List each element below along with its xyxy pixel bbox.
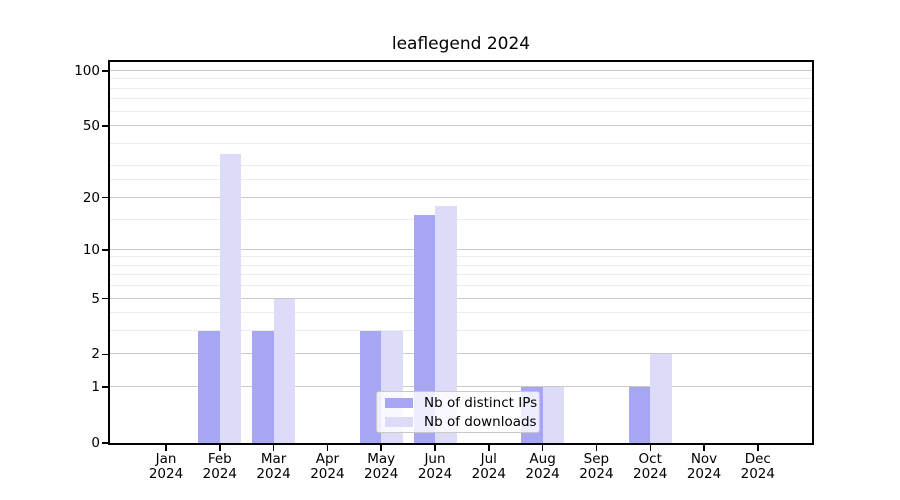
bar-oct-distinct-ips [628, 387, 651, 443]
minor-gridline-8 [110, 264, 812, 266]
y-tick-label-10: 10 [82, 241, 100, 258]
x-tick-mark-jun [434, 445, 436, 451]
minor-gridline-60 [110, 110, 812, 112]
major-gridline-2 [110, 353, 812, 355]
minor-gridline-6 [110, 285, 812, 287]
bar-mar-distinct-ips [252, 331, 274, 443]
x-tick-mark-jan [165, 445, 167, 451]
x-tick-mark-nov [703, 445, 705, 451]
y-tick-label-50: 50 [82, 118, 100, 135]
x-tick-mark-jul [488, 445, 490, 451]
x-tick-mark-apr [326, 445, 329, 451]
minor-gridline-40 [110, 142, 812, 144]
y-tick-mark-5 [102, 297, 108, 300]
y-tick-label-0: 0 [91, 435, 100, 451]
legend-swatch-distinct-ips [385, 397, 413, 408]
x-tick-mark-may [380, 445, 382, 451]
minor-gridline-30 [110, 165, 812, 167]
y-tick-mark-100 [102, 70, 108, 72]
y-tick-mark-1 [102, 386, 108, 388]
x-tick-mark-aug [541, 445, 544, 451]
legend-swatch-downloads [385, 416, 413, 427]
y-tick-mark-0 [102, 442, 108, 444]
x-tick-label-aug: Aug 2024 [525, 451, 560, 482]
x-tick-label-nov: Nov 2024 [686, 451, 722, 482]
plot-area: Nb of distinct IPs Nb of downloads [108, 60, 814, 445]
legend-label-distinct-ips: Nb of distinct IPs [424, 394, 538, 411]
x-tick-mark-dec [757, 445, 759, 451]
x-tick-label-sep: Sep 2024 [579, 451, 614, 482]
x-tick-label-jun: Jun 2024 [417, 451, 453, 482]
major-gridline-20 [110, 196, 812, 198]
bar-feb-distinct-ips [198, 331, 220, 443]
legend-label-downloads: Nb of downloads [424, 413, 537, 430]
y-tick-label-100: 100 [74, 63, 100, 79]
major-gridline-50 [110, 125, 812, 127]
x-tick-label-may: May 2024 [364, 451, 399, 482]
minor-gridline-4 [110, 312, 812, 314]
minor-gridline-80 [110, 87, 812, 89]
x-tick-label-jul: Jul 2024 [471, 451, 506, 482]
minor-gridline-25 [110, 179, 812, 181]
y-tick-label-2: 2 [91, 346, 100, 363]
bar-mar-downloads [273, 298, 296, 443]
major-gridline-5 [110, 297, 812, 299]
x-tick-label-oct: Oct 2024 [633, 451, 668, 482]
major-gridline-10 [110, 248, 812, 250]
y-tick-label-20: 20 [82, 189, 100, 206]
x-tick-mark-mar [272, 445, 275, 451]
x-tick-label-dec: Dec 2024 [740, 451, 775, 482]
legend: Nb of distinct IPs Nb of downloads [376, 391, 540, 433]
legend-row-distinct-ips: Nb of distinct IPs [385, 395, 537, 411]
x-tick-label-mar: Mar 2024 [256, 451, 291, 482]
minor-gridline-9 [110, 256, 812, 258]
minor-gridline-70 [110, 98, 812, 100]
x-tick-mark-feb [219, 445, 221, 451]
minor-gridline-3 [110, 330, 812, 332]
legend-row-downloads: Nb of downloads [385, 414, 537, 430]
x-tick-label-jan: Jan 2024 [148, 451, 184, 482]
major-gridline-1 [110, 386, 812, 388]
bar-jun-distinct-ips [413, 214, 435, 443]
bar-aug-downloads [542, 387, 565, 443]
bar-may-distinct-ips [359, 331, 382, 443]
minor-gridline-90 [110, 78, 812, 80]
y-tick-label-5: 5 [91, 290, 100, 307]
bar-oct-downloads [650, 354, 672, 443]
minor-gridline-7 [110, 274, 812, 276]
x-tick-mark-oct [649, 445, 651, 451]
x-tick-mark-sep [595, 445, 598, 451]
y-tick-mark-2 [102, 353, 108, 356]
x-tick-label-feb: Feb 2024 [202, 451, 237, 482]
x-tick-label-apr: Apr 2024 [310, 451, 345, 482]
major-gridline-100 [110, 70, 812, 71]
y-tick-label-1: 1 [91, 379, 100, 396]
bar-jun-downloads [435, 205, 457, 443]
bar-feb-downloads [219, 154, 242, 443]
y-tick-mark-20 [102, 196, 108, 199]
y-tick-mark-10 [102, 249, 108, 251]
y-tick-mark-50 [102, 125, 108, 127]
minor-gridline-15 [110, 218, 812, 220]
chart-title: leaflegend 2024 [391, 34, 531, 54]
